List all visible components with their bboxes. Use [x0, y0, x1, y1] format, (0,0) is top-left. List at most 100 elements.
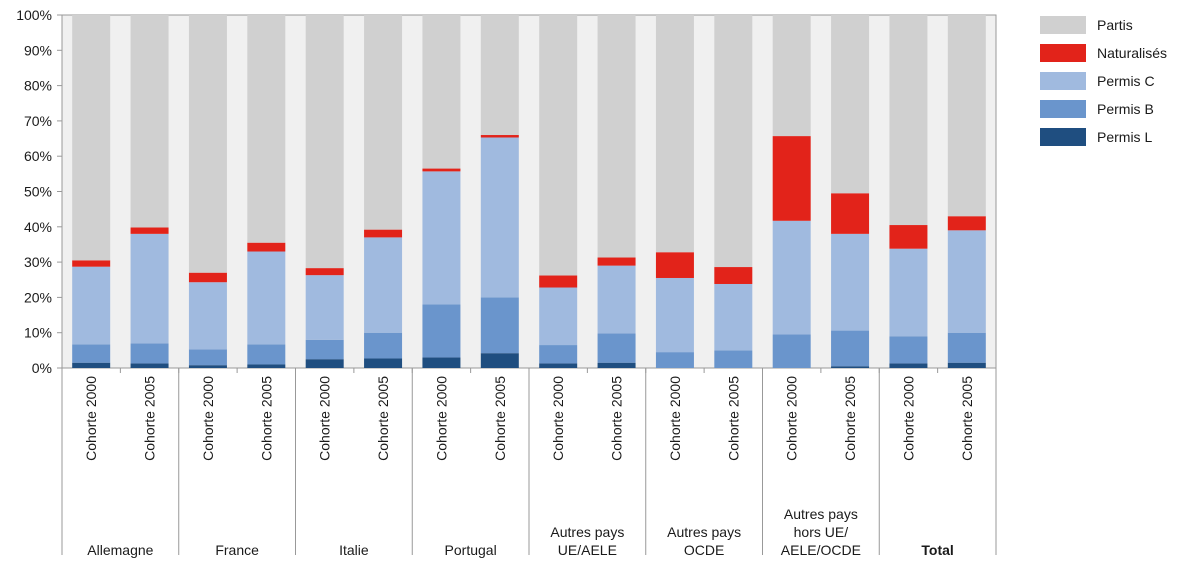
- bar-segment-naturalis-s: [539, 275, 578, 288]
- bar-segment-permis-c: [247, 251, 286, 345]
- bar-segment-partis: [247, 15, 286, 243]
- legend-swatch: [1040, 100, 1086, 118]
- bar-segment-naturalis-s: [422, 168, 461, 172]
- y-tick-label: 70%: [24, 113, 52, 129]
- legend-swatch: [1040, 44, 1086, 62]
- x-category-label: Cohorte 2000: [667, 376, 683, 461]
- bar-segment-permis-c: [480, 137, 519, 298]
- bar-segment-naturalis-s: [772, 136, 811, 221]
- bar-segment-permis-l: [72, 362, 111, 368]
- bar-segment-permis-c: [72, 266, 111, 345]
- bar-segment-partis: [480, 15, 519, 136]
- y-tick-label: 60%: [24, 148, 52, 164]
- bar-segment-permis-b: [655, 352, 694, 368]
- bar-segment-permis-l: [305, 359, 344, 368]
- y-tick-label: 30%: [24, 254, 52, 270]
- bar-segment-permis-b: [714, 350, 753, 368]
- bar-segment-permis-c: [539, 287, 578, 346]
- bar-segment-permis-c: [655, 277, 694, 353]
- bar-segment-permis-c: [714, 283, 753, 351]
- bar-segment-naturalis-s: [655, 252, 694, 278]
- bar-segment-permis-c: [947, 230, 986, 333]
- bar-segment-permis-b: [539, 345, 578, 364]
- y-tick-label: 0%: [32, 360, 52, 376]
- group-label: Allemagne: [87, 542, 153, 558]
- legend: Partis Naturalisés Permis C Permis B Permis …: [1040, 16, 1167, 146]
- bar-segment-permis-c: [422, 171, 461, 305]
- bar-segment-permis-b: [772, 334, 811, 368]
- bar-segment-partis: [72, 15, 111, 261]
- y-tick-label: 40%: [24, 219, 52, 235]
- bar-segment-naturalis-s: [364, 229, 403, 238]
- y-tick-label: 20%: [24, 289, 52, 305]
- y-tick-label: 80%: [24, 78, 52, 94]
- bar-segment-permis-c: [597, 265, 636, 334]
- x-category-label: Cohorte 2000: [317, 376, 333, 461]
- y-tick-label: 90%: [24, 42, 52, 58]
- group-label: Autres pays: [550, 524, 624, 540]
- y-tick-label: 50%: [24, 184, 52, 200]
- group-label: Italie: [339, 542, 369, 558]
- group-label: Portugal: [445, 542, 497, 558]
- bar-segment-permis-b: [480, 297, 519, 354]
- x-category-label: Cohorte 2000: [784, 376, 800, 461]
- bar-segment-permis-c: [130, 233, 169, 344]
- legend-label: Permis C: [1097, 73, 1155, 89]
- legend-label: Permis B: [1097, 101, 1154, 117]
- x-category-label: Cohorte 2000: [900, 376, 916, 461]
- bar-segment-permis-c: [831, 233, 870, 331]
- x-category-label: Cohorte 2005: [609, 376, 625, 461]
- bar-segment-naturalis-s: [72, 260, 111, 267]
- bar-segment-permis-b: [364, 332, 403, 359]
- x-category-label: Cohorte 2000: [83, 376, 99, 461]
- y-axis: 0% 10% 20% 30% 40% 50% 60% 70% 80% 90% 100%: [16, 7, 62, 376]
- bars-layer: [72, 15, 986, 368]
- bar-segment-permis-l: [889, 363, 928, 368]
- bar-segment-naturalis-s: [947, 216, 986, 231]
- bar-segment-permis-l: [364, 358, 403, 368]
- bar-segment-permis-c: [188, 282, 227, 350]
- bar-segment-partis: [714, 15, 753, 268]
- bar-segment-permis-c: [772, 220, 811, 335]
- bar-segment-permis-b: [947, 332, 986, 363]
- bar-segment-naturalis-s: [130, 227, 169, 234]
- bar-segment-permis-l: [247, 364, 286, 368]
- bar-segment-permis-b: [422, 304, 461, 358]
- bar-segment-partis: [130, 15, 169, 228]
- bar-segment-permis-c: [364, 237, 403, 333]
- bar-segment-permis-l: [188, 365, 227, 368]
- x-category-label: Cohorte 2005: [725, 376, 741, 461]
- legend-swatch: [1040, 16, 1086, 34]
- legend-label: Naturalisés: [1097, 45, 1167, 61]
- bar-segment-permis-l: [947, 362, 986, 368]
- bar-segment-partis: [539, 15, 578, 276]
- bar-segment-permis-b: [831, 330, 870, 367]
- x-category-label: Cohorte 2000: [550, 376, 566, 461]
- group-label: AELE/OCDE: [781, 542, 861, 558]
- bar-segment-permis-l: [130, 363, 169, 368]
- bar-segment-partis: [188, 15, 227, 273]
- x-category-label: Cohorte 2005: [959, 376, 975, 461]
- x-category-label: Cohorte 2005: [842, 376, 858, 461]
- bar-segment-partis: [772, 15, 811, 137]
- bar-segment-naturalis-s: [889, 225, 928, 249]
- bar-segment-partis: [947, 15, 986, 217]
- group-label: Autres pays: [784, 506, 858, 522]
- bar-segment-permis-l: [831, 366, 870, 368]
- bar-segment-partis: [655, 15, 694, 253]
- group-label: OCDE: [684, 542, 724, 558]
- x-category-label: Cohorte 2000: [200, 376, 216, 461]
- bar-segment-permis-b: [889, 336, 928, 364]
- bar-segment-permis-l: [597, 362, 636, 368]
- bar-segment-naturalis-s: [714, 267, 753, 284]
- bar-segment-permis-b: [247, 344, 286, 365]
- bar-segment-naturalis-s: [247, 242, 286, 252]
- x-category-label: Cohorte 2005: [375, 376, 391, 461]
- bar-segment-naturalis-s: [831, 193, 870, 234]
- bar-segment-naturalis-s: [480, 135, 519, 138]
- bar-segment-permis-l: [539, 363, 578, 368]
- bar-segment-naturalis-s: [597, 257, 636, 266]
- bar-segment-partis: [597, 15, 636, 258]
- bar-segment-permis-c: [889, 248, 928, 337]
